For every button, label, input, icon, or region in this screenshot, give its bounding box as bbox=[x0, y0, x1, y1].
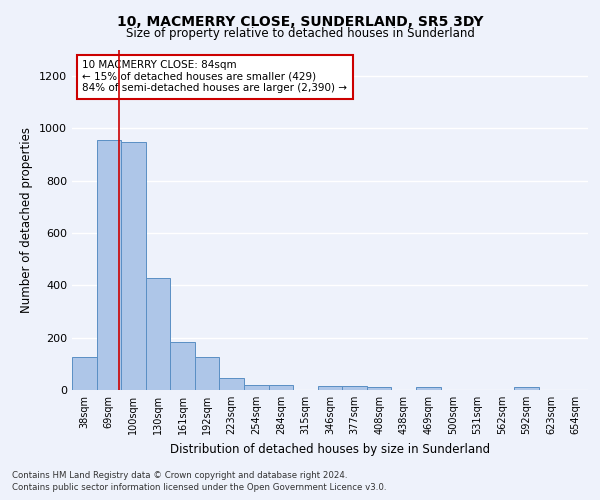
Bar bbox=[514, 388, 539, 390]
Bar bbox=[170, 342, 195, 390]
Bar bbox=[195, 358, 220, 390]
Text: 10 MACMERRY CLOSE: 84sqm
← 15% of detached houses are smaller (429)
84% of semi-: 10 MACMERRY CLOSE: 84sqm ← 15% of detach… bbox=[82, 60, 347, 94]
Y-axis label: Number of detached properties: Number of detached properties bbox=[20, 127, 34, 313]
Bar bbox=[367, 388, 391, 390]
Bar bbox=[220, 378, 244, 390]
Bar bbox=[97, 140, 121, 390]
X-axis label: Distribution of detached houses by size in Sunderland: Distribution of detached houses by size … bbox=[170, 442, 490, 456]
Bar bbox=[416, 388, 440, 390]
Bar bbox=[121, 142, 146, 390]
Bar bbox=[318, 386, 342, 390]
Bar bbox=[72, 358, 97, 390]
Bar bbox=[244, 385, 269, 390]
Text: Contains HM Land Registry data © Crown copyright and database right 2024.: Contains HM Land Registry data © Crown c… bbox=[12, 471, 347, 480]
Bar bbox=[342, 386, 367, 390]
Text: 10, MACMERRY CLOSE, SUNDERLAND, SR5 3DY: 10, MACMERRY CLOSE, SUNDERLAND, SR5 3DY bbox=[117, 15, 483, 29]
Text: Contains public sector information licensed under the Open Government Licence v3: Contains public sector information licen… bbox=[12, 484, 386, 492]
Text: Size of property relative to detached houses in Sunderland: Size of property relative to detached ho… bbox=[125, 28, 475, 40]
Bar bbox=[269, 385, 293, 390]
Bar bbox=[146, 278, 170, 390]
